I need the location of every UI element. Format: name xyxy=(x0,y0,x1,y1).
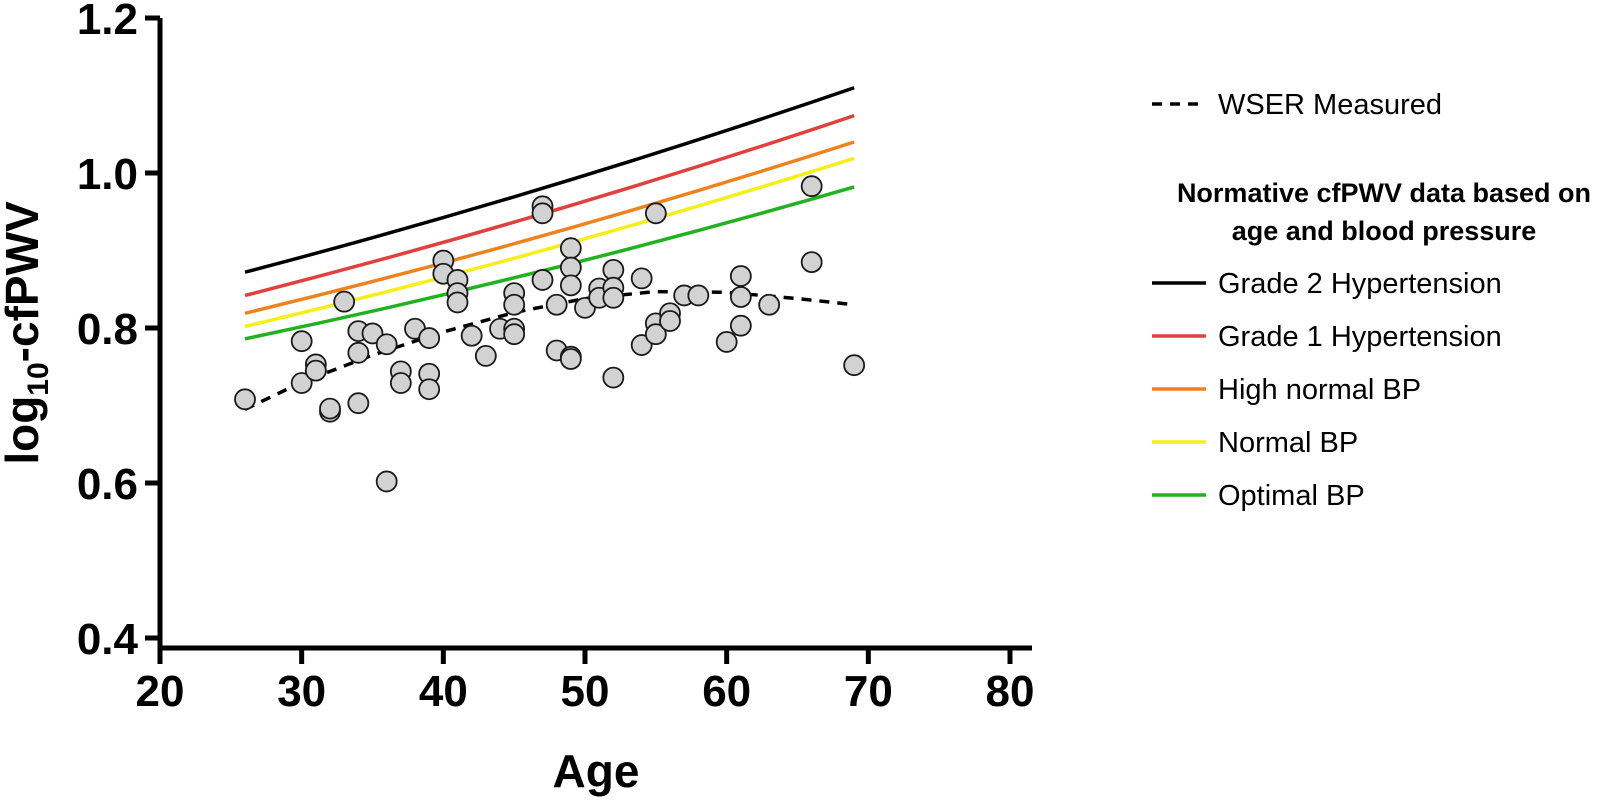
data-point xyxy=(290,372,313,394)
legend-measured-label: WSER Measured xyxy=(1218,89,1442,121)
normative-line-optimal-bp xyxy=(244,185,855,341)
data-point xyxy=(474,344,497,367)
legend-label: Grade 1 Hypertension xyxy=(1218,321,1502,353)
data-point xyxy=(503,293,526,316)
data-point xyxy=(418,327,441,349)
data-point xyxy=(559,348,582,370)
data-point xyxy=(559,237,582,260)
data-point xyxy=(234,388,256,411)
y-tick-label: 0.4 xyxy=(77,615,139,664)
data-point xyxy=(843,354,866,377)
data-point xyxy=(687,284,710,307)
x-tick-label: 30 xyxy=(277,667,326,716)
legend-label: High normal BP xyxy=(1218,374,1421,406)
data-point xyxy=(375,470,398,493)
plot-lines-layer xyxy=(244,86,855,411)
y-tick-label: 0.8 xyxy=(77,305,138,354)
legend-group-title-line1: Normative cfPWV data based on xyxy=(1177,178,1591,208)
data-point xyxy=(347,341,370,364)
data-point xyxy=(659,310,681,332)
data-point xyxy=(729,314,752,337)
x-tick-label: 60 xyxy=(702,667,751,716)
data-point xyxy=(559,274,582,297)
data-point xyxy=(446,291,469,314)
legend-label: Grade 2 Hypertension xyxy=(1218,268,1502,300)
data-point xyxy=(715,331,738,353)
normative-line-grade-2-hypertension xyxy=(244,86,855,274)
data-point xyxy=(290,330,313,353)
x-tick-label: 20 xyxy=(136,667,185,716)
x-tick-label: 40 xyxy=(419,667,468,716)
y-axis-title-main: log xyxy=(0,396,48,465)
data-point xyxy=(800,251,823,274)
data-point xyxy=(644,323,667,346)
legend-label: Normal BP xyxy=(1218,427,1358,459)
data-point xyxy=(630,267,653,290)
data-point xyxy=(602,286,625,309)
data-point xyxy=(347,392,370,415)
legend-group-title-line2: age and blood pressure xyxy=(1232,216,1537,246)
ticks-layer: 20 30 40 50 60 70 80 0.4 0.6 0.8 1.0 1.2 xyxy=(77,0,1035,716)
data-point xyxy=(304,359,327,382)
legend: WSER Measured Normative cfPWV data based… xyxy=(1152,89,1591,512)
axes-layer xyxy=(157,18,1032,651)
data-point xyxy=(503,323,526,346)
x-tick-label: 70 xyxy=(844,667,893,716)
data-point xyxy=(644,202,667,225)
plot-points-layer xyxy=(234,175,866,493)
data-point xyxy=(333,290,356,313)
legend-entries: Grade 2 Hypertension Grade 1 Hypertension… xyxy=(1152,268,1502,512)
data-point xyxy=(375,333,398,356)
data-point xyxy=(800,175,823,198)
x-tick-label: 80 xyxy=(986,667,1035,716)
x-tick-label: 50 xyxy=(561,667,610,716)
normative-line-normal-bp xyxy=(244,156,855,329)
data-point xyxy=(319,397,341,420)
legend-label: Optimal BP xyxy=(1218,480,1365,512)
y-axis-title: log10-cfPWV xyxy=(0,201,55,465)
data-point xyxy=(758,293,781,316)
data-point xyxy=(460,324,483,347)
data-point xyxy=(418,378,441,401)
data-point xyxy=(729,265,752,287)
data-point xyxy=(389,372,412,394)
x-axis-title: Age xyxy=(553,745,640,797)
data-point xyxy=(531,202,554,225)
y-tick-label: 0.6 xyxy=(77,460,138,509)
normative-line-high-normal-bp xyxy=(244,140,855,315)
y-tick-label: 1.2 xyxy=(77,0,138,44)
data-point xyxy=(545,293,568,316)
data-point xyxy=(729,286,752,308)
data-point xyxy=(602,366,625,389)
y-axis-title-subscript: 10 xyxy=(22,362,55,395)
data-point xyxy=(531,269,554,291)
y-tick-label: 1.0 xyxy=(77,150,138,199)
y-axis-title-rest: -cfPWV xyxy=(0,201,48,362)
